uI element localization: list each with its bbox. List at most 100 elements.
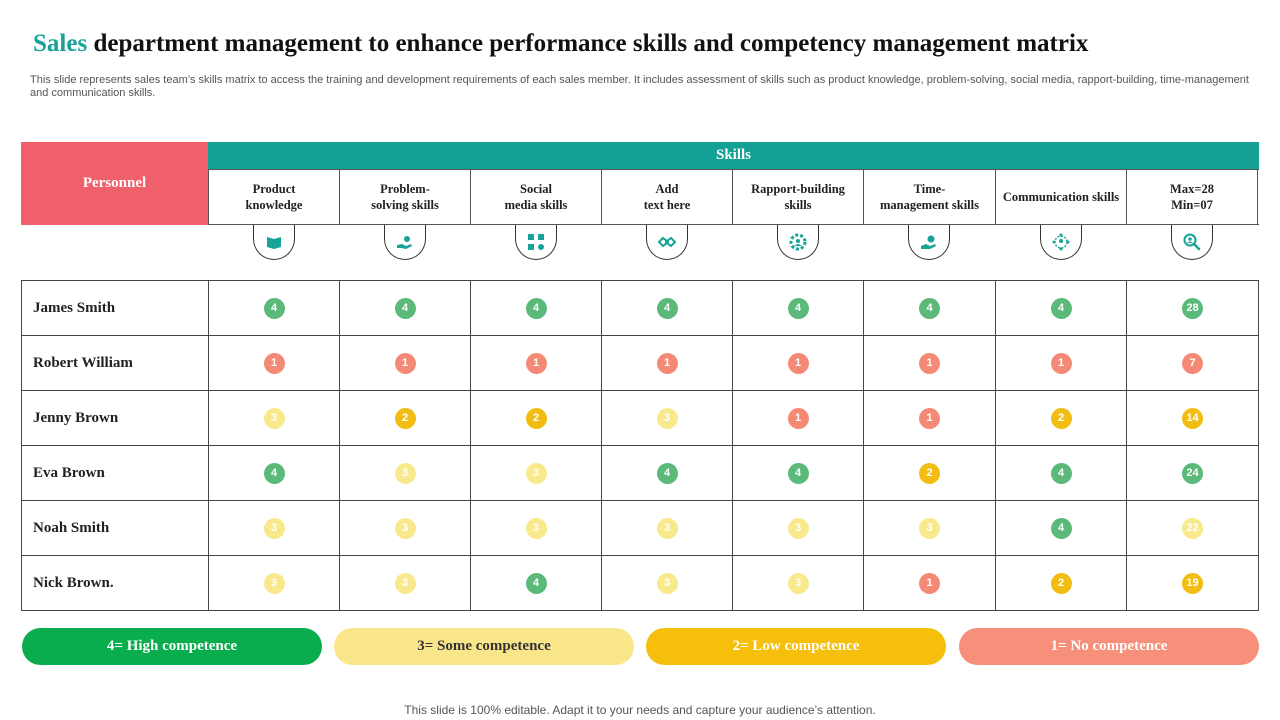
score-cell: 1	[863, 335, 996, 391]
icon-slot	[470, 225, 601, 265]
score-badge: 4	[263, 297, 285, 319]
score-cell: 4	[863, 280, 996, 336]
score-badge: 3	[263, 517, 285, 539]
score-cell: 3	[339, 555, 471, 611]
title-rest: department management to enhance perform…	[87, 30, 1089, 57]
score-cell: 1	[995, 335, 1127, 391]
page-subtitle: This slide represents sales team’s skill…	[30, 74, 1249, 99]
social-network-icon	[514, 225, 557, 260]
score-cell: 1	[339, 335, 471, 391]
score-badge: 3	[919, 517, 940, 539]
score-badge: 4	[1050, 297, 1072, 319]
icon-slot	[732, 225, 863, 265]
table-row: Noah Smith 3 3 3 3 3 3 4 22	[21, 500, 1259, 556]
score-badge: 1	[787, 352, 809, 374]
score-badge: 28	[1182, 297, 1203, 319]
score-badge: 3	[394, 517, 416, 539]
score-badge: 3	[656, 517, 678, 539]
score-badge: 19	[1182, 572, 1203, 594]
score-badge: 4	[394, 297, 416, 319]
score-badge: 1	[394, 352, 416, 374]
personnel-name: Nick Brown.	[21, 555, 209, 611]
score-cell: 4	[732, 280, 864, 336]
skill-column-header: Rapport-building skills	[732, 170, 863, 224]
score-badge: 4	[525, 572, 547, 594]
score-badge: 1	[919, 572, 940, 594]
score-cell: 3	[732, 500, 864, 556]
score-cell: 3	[208, 500, 340, 556]
score-badge: 4	[656, 297, 678, 319]
skill-column-headers: Product knowledge Problem- solving skills…	[208, 169, 1259, 225]
total-cell: 22	[1126, 500, 1259, 556]
score-cell: 2	[995, 390, 1127, 446]
icon-slot	[1126, 225, 1258, 265]
total-cell: 7	[1126, 335, 1259, 391]
score-badge: 1	[525, 352, 547, 374]
score-cell: 1	[208, 335, 340, 391]
score-cell: 4	[208, 280, 340, 336]
table-row: Robert William 1 1 1 1 1 1 1 7	[21, 335, 1259, 391]
skills-header: Skills	[208, 142, 1259, 169]
handshake-icon	[645, 225, 688, 260]
score-badge: 3	[525, 462, 547, 484]
score-badge: 4	[919, 297, 940, 319]
score-badge: 4	[787, 297, 809, 319]
score-badge: 4	[787, 462, 809, 484]
score-badge: 24	[1182, 462, 1203, 484]
score-badge: 1	[787, 407, 809, 429]
icon-slot	[339, 225, 470, 265]
total-cell: 19	[1126, 555, 1259, 611]
skill-column-header: Problem- solving skills	[339, 170, 470, 224]
score-cell: 4	[995, 280, 1127, 336]
score-badge: 2	[525, 407, 547, 429]
score-cell: 3	[470, 445, 602, 501]
score-badge: 1	[656, 352, 678, 374]
legend-item: 4= High competence	[22, 628, 322, 665]
score-badge: 3	[787, 572, 809, 594]
score-cell: 3	[601, 390, 733, 446]
personnel-name: Jenny Brown	[21, 390, 209, 446]
score-badge: 1	[263, 352, 285, 374]
hand-gear-icon	[383, 225, 426, 260]
icon-slot	[863, 225, 995, 265]
score-cell: 4	[208, 445, 340, 501]
score-cell: 1	[732, 390, 864, 446]
score-cell: 2	[863, 445, 996, 501]
skill-column-header: Max=28 Min=07	[1126, 170, 1258, 224]
hand-coin-icon	[908, 225, 950, 260]
total-cell: 24	[1126, 445, 1259, 501]
score-cell: 2	[995, 555, 1127, 611]
score-cell: 1	[863, 390, 996, 446]
skill-column-header: Add text here	[601, 170, 732, 224]
score-badge: 4	[1050, 517, 1072, 539]
magnifier-person-icon	[1171, 225, 1213, 260]
title-accent: Sales	[33, 30, 88, 57]
score-badge: 3	[263, 572, 285, 594]
score-cell: 3	[732, 555, 864, 611]
score-cell: 3	[601, 500, 733, 556]
score-badge: 1	[919, 352, 940, 374]
score-cell: 4	[470, 555, 602, 611]
score-badge: 3	[656, 572, 678, 594]
personnel-header: Personnel	[21, 142, 208, 225]
score-cell: 2	[339, 390, 471, 446]
icon-slot	[601, 225, 732, 265]
score-badge: 3	[525, 517, 547, 539]
score-cell: 2	[470, 390, 602, 446]
score-cell: 1	[732, 335, 864, 391]
score-cell: 3	[601, 555, 733, 611]
score-badge: 3	[394, 462, 416, 484]
score-cell: 1	[863, 555, 996, 611]
table-row: Jenny Brown 3 2 2 3 1 1 2 14	[21, 390, 1259, 446]
skill-column-header: Social media skills	[470, 170, 601, 224]
score-badge: 22	[1182, 517, 1203, 539]
score-badge: 4	[656, 462, 678, 484]
score-badge: 3	[263, 407, 285, 429]
icon-slot	[995, 225, 1126, 265]
score-badge: 2	[919, 462, 940, 484]
score-cell: 3	[208, 555, 340, 611]
personnel-name: Eva Brown	[21, 445, 209, 501]
score-badge: 3	[787, 517, 809, 539]
table-row: James Smith 4 4 4 4 4 4 4 28	[21, 280, 1259, 336]
total-cell: 28	[1126, 280, 1259, 336]
